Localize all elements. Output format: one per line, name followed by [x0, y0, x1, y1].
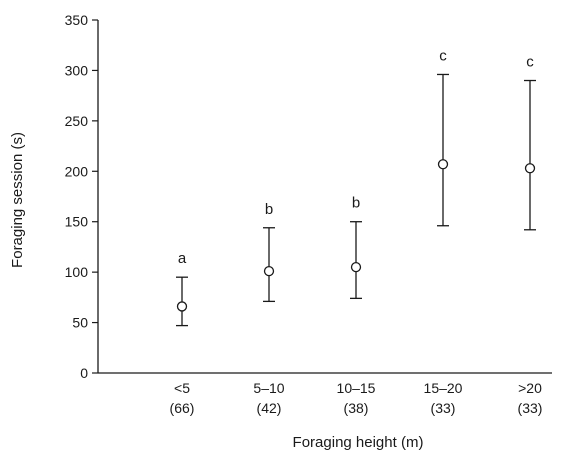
y-axis-ticks: 0 50 100 150 200 250 300 350 — [65, 12, 98, 381]
significance-letter: b — [352, 195, 360, 212]
x-sample-size-label: (38) — [344, 400, 369, 416]
significance-letter: b — [265, 201, 273, 218]
x-sample-size-label: (33) — [518, 400, 543, 416]
y-tick-label: 150 — [65, 214, 89, 230]
y-tick-label: 350 — [65, 12, 89, 28]
y-tick-label: 250 — [65, 113, 89, 129]
x-tick-label: 15–20 — [424, 380, 463, 396]
plot-area: a b b c c — [176, 47, 536, 327]
x-tick-label: 5–10 — [253, 380, 284, 396]
y-tick-label: 200 — [65, 163, 89, 179]
y-tick-label: 0 — [80, 365, 88, 381]
x-axis-title: Foraging height (m) — [293, 434, 424, 451]
y-tick-label: 50 — [72, 315, 88, 331]
x-tick-label: <5 — [174, 380, 190, 396]
y-tick-label: 300 — [65, 62, 89, 78]
x-sample-size-label: (42) — [257, 400, 282, 416]
x-axis-ticks: <5 (66) 5–10 (42) 10–15 (38) 15–20 (33) >20 (33) — [170, 380, 543, 416]
data-point — [350, 261, 362, 273]
x-sample-size-label: (66) — [170, 400, 195, 416]
significance-letter: c — [526, 54, 534, 71]
x-tick-label: >20 — [518, 380, 542, 396]
y-tick-label: 100 — [65, 264, 89, 280]
x-tick-label: 10–15 — [337, 380, 376, 396]
x-sample-size-label: (33) — [431, 400, 456, 416]
data-point — [437, 159, 449, 170]
significance-letter: a — [178, 250, 187, 267]
y-axis-title: Foraging session (s) — [9, 132, 26, 268]
data-point — [176, 301, 188, 312]
data-point — [524, 163, 536, 174]
data-point — [263, 265, 275, 277]
significance-letter: c — [439, 47, 447, 64]
